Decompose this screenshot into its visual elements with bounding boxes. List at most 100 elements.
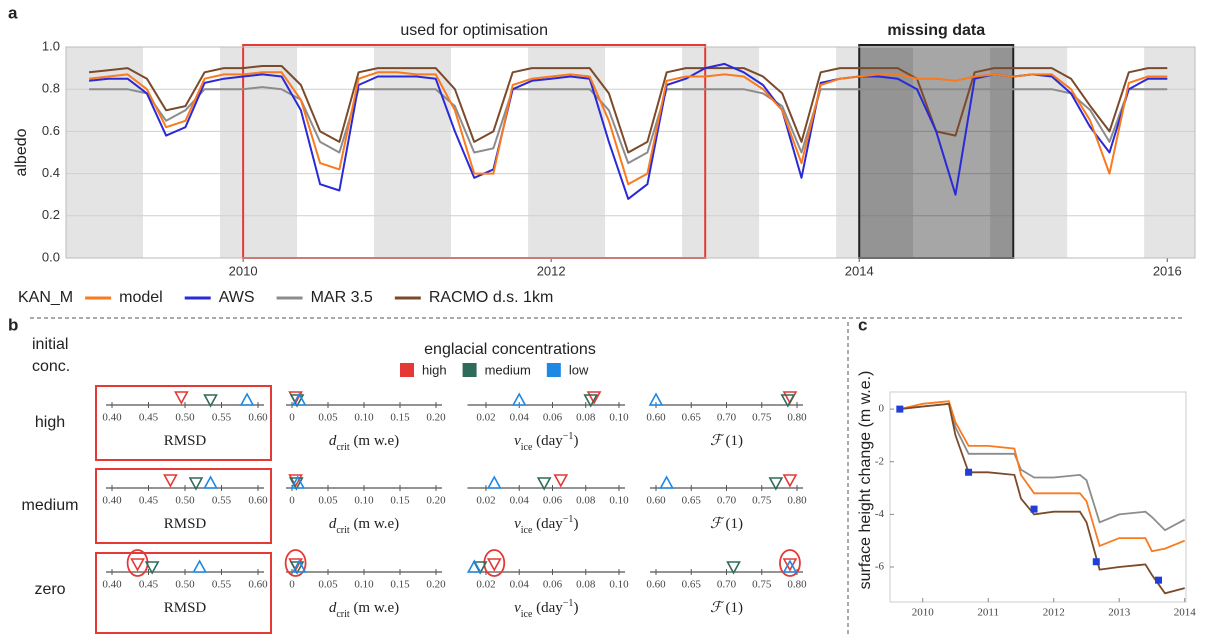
- legend-title: KAN_M: [18, 289, 73, 306]
- marker: [511, 392, 527, 406]
- x-axis-label: νice (day−1): [514, 514, 578, 536]
- marker: [188, 477, 204, 491]
- x-tick-label: 0.04: [510, 412, 530, 424]
- label-part: d: [329, 600, 337, 616]
- x-tick-label: 2012: [1043, 607, 1065, 619]
- legend-label: MAR 3.5: [311, 289, 373, 306]
- x-tick-label: 0.20: [426, 579, 446, 591]
- x-tick-label: 0.15: [390, 579, 410, 591]
- row-label: zero: [34, 581, 65, 598]
- marker: [648, 392, 664, 406]
- x-tick-label: 0.80: [787, 579, 807, 591]
- legend-label: RACMO d.s. 1km: [429, 289, 553, 306]
- x-tick-label: 0.40: [102, 579, 122, 591]
- label-part: ): [573, 600, 578, 616]
- x-tick-label: 0.50: [175, 412, 195, 424]
- x-tick-label: 0.45: [139, 579, 159, 591]
- marker: [163, 474, 178, 488]
- x-tick-label: 0.70: [717, 412, 737, 424]
- label-part: RMSD: [164, 600, 207, 616]
- season-band: [990, 47, 1068, 258]
- row-label: high: [35, 414, 65, 431]
- x-axis-label: νice (day−1): [514, 598, 578, 620]
- obs-marker: [1030, 505, 1038, 513]
- x-tick-label: 0.40: [102, 412, 122, 424]
- x-axis-label: dcrit (m w.e): [329, 600, 399, 619]
- label-part: ν: [514, 600, 521, 616]
- region-label: missing data: [887, 22, 985, 39]
- marker: [291, 392, 307, 406]
- x-tick-label: 0.60: [248, 495, 268, 507]
- x-tick-label: 0.05: [318, 495, 338, 507]
- legend-label: model: [119, 289, 163, 306]
- x-tick-label: 2011: [977, 607, 999, 619]
- label-part: (m w.e): [350, 600, 399, 616]
- marker: [289, 394, 305, 408]
- x-tick-label: 0.02: [476, 412, 495, 424]
- marker: [203, 475, 218, 489]
- x-tick-label: 0.60: [248, 412, 268, 424]
- panel-label: c: [858, 315, 867, 334]
- panel-box: [95, 552, 272, 634]
- x-tick-label: 0.75: [752, 579, 772, 591]
- label-part: crit: [336, 609, 350, 620]
- region-box: [858, 44, 1015, 259]
- x-tick-label: 0.70: [717, 495, 737, 507]
- x-tick-label: 0.70: [717, 579, 737, 591]
- season-band: [374, 47, 452, 258]
- legend-label: low: [569, 362, 589, 377]
- x-tick-label: 0.02: [476, 495, 495, 507]
- marker: [486, 475, 502, 489]
- x-axis-label: ℱ (1): [710, 600, 743, 616]
- label-part: −1: [563, 431, 574, 442]
- label-part: (m w.e): [350, 433, 399, 449]
- series-line: [88, 65, 1168, 154]
- highlight-circle: [483, 549, 506, 577]
- highlight-circle: [779, 549, 801, 577]
- legend-swatch: [400, 363, 414, 377]
- marker: [782, 474, 798, 488]
- label-part: (1): [722, 433, 743, 449]
- x-axis-label: νice (day−1): [514, 431, 578, 453]
- x-tick-label: 2010: [229, 263, 258, 278]
- x-tick-label: 0.08: [576, 579, 596, 591]
- x-tick-label: 0.75: [752, 495, 772, 507]
- x-tick-label: 0.20: [426, 412, 446, 424]
- x-tick-label: 0.05: [318, 412, 338, 424]
- label-part: (m w.e): [350, 516, 399, 532]
- marker: [583, 394, 599, 408]
- x-tick-label: 0.08: [576, 412, 596, 424]
- label-part: d: [329, 433, 337, 449]
- season-band: [836, 47, 914, 258]
- x-tick-label: 0: [289, 579, 295, 591]
- x-tick-label: 0.60: [646, 412, 666, 424]
- legend-swatch: [462, 363, 477, 377]
- label-part: ): [573, 516, 578, 532]
- x-tick-label: 0.06: [543, 412, 563, 424]
- marker: [466, 559, 482, 573]
- legend-label: high: [422, 362, 447, 377]
- marker: [203, 394, 218, 408]
- label-part: (1): [722, 516, 743, 532]
- x-tick-label: 0.10: [354, 495, 374, 507]
- row-label: medium: [22, 497, 79, 514]
- x-tick-label: 2016: [1153, 263, 1182, 278]
- x-tick-label: 0.10: [609, 495, 629, 507]
- x-tick-label: 2014: [845, 263, 874, 278]
- label-part: (day: [532, 433, 563, 449]
- y-tick-label: 0: [879, 403, 885, 415]
- label-part: ℱ: [710, 516, 725, 532]
- y-tick-label: -6: [875, 561, 885, 573]
- x-tick-label: 0.05: [318, 579, 338, 591]
- x-tick-label: 0.10: [609, 579, 629, 591]
- panel-label: b: [8, 315, 18, 334]
- legend-label: medium: [485, 362, 531, 377]
- legend-label: AWS: [219, 289, 255, 306]
- marker: [553, 474, 569, 488]
- marker: [726, 561, 741, 575]
- x-tick-label: 0.65: [682, 495, 702, 507]
- x-tick-label: 0.50: [175, 495, 195, 507]
- marker: [768, 477, 784, 491]
- row-header: initial: [32, 336, 68, 353]
